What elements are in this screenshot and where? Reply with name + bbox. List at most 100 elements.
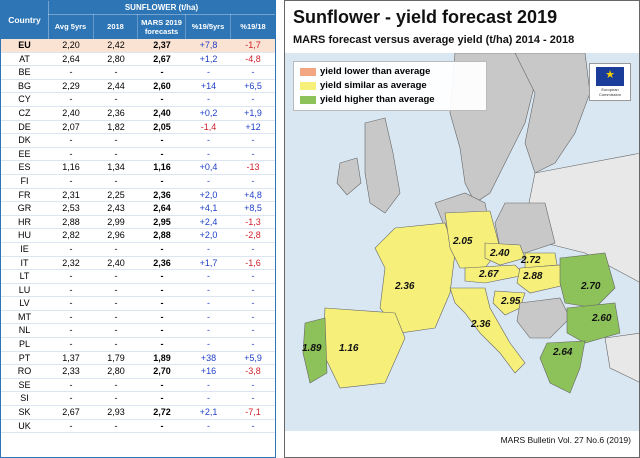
cell-pct-18: - (251, 243, 255, 254)
cell-pct-18: - (251, 339, 255, 350)
eu-flag-icon (596, 67, 624, 86)
cell-avg5yrs: 2,53 (62, 203, 80, 214)
cell-2018: 2,25 (107, 189, 125, 200)
eu-logo: European Commission (589, 63, 631, 101)
cell-pct-5yrs: +1,2 (199, 53, 218, 64)
cell-pct-5yrs: +1,7 (199, 257, 218, 268)
label-bg: 2.60 (592, 313, 612, 324)
cell-country: SE (18, 379, 31, 390)
portugal (302, 317, 328, 384)
cell-pct-18: - (251, 148, 255, 159)
cell-forecast: - (160, 67, 164, 78)
cell-forecast: 2,40 (153, 107, 171, 118)
legend-higher: yield higher than average (298, 93, 482, 107)
cell-2018: - (114, 243, 118, 254)
map-legend: yield lower than average yield similar a… (293, 61, 487, 111)
cell-avg5yrs: - (69, 325, 73, 336)
cell-2018: 2,40 (107, 257, 125, 268)
map-title: Sunflower - yield forecast 2019 (293, 7, 558, 27)
cell-forecast: 2,95 (153, 216, 171, 227)
turkey (604, 332, 639, 383)
label-pt: 1.89 (302, 343, 322, 354)
cell-country: DE (18, 121, 31, 132)
cell-forecast: 2,67 (153, 53, 171, 64)
table-row: DE 2,07 1,82 2,05 -1,4 +12 (1, 121, 275, 135)
cell-avg5yrs: - (69, 175, 73, 186)
table-row: EE - - - - - (1, 148, 275, 162)
cell-avg5yrs: - (69, 284, 73, 295)
cell-forecast: 2,70 (153, 366, 171, 377)
cell-pct-5yrs: +2,0 (199, 189, 218, 200)
cell-forecast: 1,89 (153, 352, 171, 363)
cell-forecast: - (160, 135, 164, 146)
cell-country: RO (17, 366, 32, 377)
uk (364, 117, 401, 214)
table-header: Country SUNFLOWER (t/ha) Avg 5yrs 2018 M… (1, 1, 275, 39)
cell-pct-5yrs: - (207, 339, 210, 350)
cell-avg5yrs: 2,40 (62, 107, 80, 118)
cell-avg5yrs: - (69, 271, 73, 282)
cell-pct-5yrs: +16 (200, 366, 217, 377)
legend-lower-swatch (300, 68, 316, 76)
cell-pct-18: -1,7 (245, 40, 261, 50)
cell-country: EE (18, 148, 31, 159)
cell-country: LT (19, 271, 30, 282)
cell-2018: 2,96 (107, 230, 125, 241)
table-row: PT 1,37 1,79 1,89 +38 +5,9 (1, 352, 275, 366)
cell-2018: 2,80 (107, 53, 125, 64)
cell-forecast: - (160, 379, 164, 390)
cell-pct-18: +1,9 (244, 107, 262, 118)
group-header: SUNFLOWER (t/ha) (48, 1, 275, 15)
label-cz: 2.40 (490, 248, 510, 259)
cell-pct-18: -3,8 (245, 366, 261, 377)
cell-pct-5yrs: +0,4 (199, 162, 218, 173)
cell-2018: - (114, 135, 118, 146)
col-pct-19-5yrs: %19/5yrs (186, 14, 231, 39)
table-row: GR 2,53 2,43 2,64 +4,1 +8,5 (1, 202, 275, 216)
cell-country: SK (18, 407, 31, 418)
cell-pct-18: - (251, 175, 255, 186)
cell-avg5yrs: - (69, 243, 73, 254)
cell-2018: 1,79 (107, 352, 125, 363)
label-hu: 2.88 (523, 271, 543, 282)
table-row: FI - - - - - (1, 175, 275, 189)
legend-lower: yield lower than average (298, 65, 482, 79)
cell-country: UK (18, 420, 31, 431)
cell-country: CY (18, 94, 31, 105)
cell-country: PT (18, 352, 31, 363)
cell-country: IE (20, 243, 29, 254)
cell-pct-5yrs: - (207, 243, 210, 254)
cell-2018: 2,99 (107, 216, 125, 227)
label-fr: 2.36 (395, 281, 415, 292)
cell-forecast: - (160, 94, 164, 105)
map-subtitle: MARS forecast versus average yield (t/ha… (293, 34, 575, 46)
table-row: SK 2,67 2,93 2,72 +2,1 -7,1 (1, 406, 275, 420)
cell-pct-5yrs: - (207, 271, 210, 282)
cell-avg5yrs: 2,82 (62, 230, 80, 241)
cell-pct-18: - (251, 67, 255, 78)
bulletin-footer: MARS Bulletin Vol. 27 No.6 (2019) (500, 435, 631, 445)
table-row: HU 2,82 2,96 2,88 +2,0 -2,8 (1, 229, 275, 243)
croatia (492, 290, 526, 316)
table-body: EU 2,20 2,42 2,37 +7,8 -1,7 AT 2,64 2,80 2,67 +1,2… (1, 39, 275, 434)
cell-avg5yrs: 2,64 (62, 53, 80, 64)
cell-2018: 2,36 (107, 107, 125, 118)
cell-country: BG (17, 80, 31, 91)
cell-pct-18: -13 (246, 162, 260, 173)
cell-pct-5yrs: - (207, 67, 210, 78)
cell-pct-18: -2,8 (245, 230, 261, 241)
table-row: PL - - - - - (1, 338, 275, 352)
cell-pct-18: -1,3 (245, 216, 261, 227)
cell-forecast: 2,88 (153, 230, 171, 241)
cell-pct-18: +6,5 (244, 80, 262, 91)
cell-avg5yrs: - (69, 379, 73, 390)
cell-avg5yrs: - (69, 67, 73, 78)
cell-avg5yrs: - (69, 420, 73, 431)
austria (464, 264, 526, 284)
balkans (516, 297, 571, 339)
cell-avg5yrs: 2,32 (62, 257, 80, 268)
cell-forecast: - (160, 420, 164, 431)
cell-pct-18: - (251, 94, 255, 105)
cell-pct-5yrs: - (207, 94, 210, 105)
table-row: UK - - - - - (1, 420, 275, 434)
